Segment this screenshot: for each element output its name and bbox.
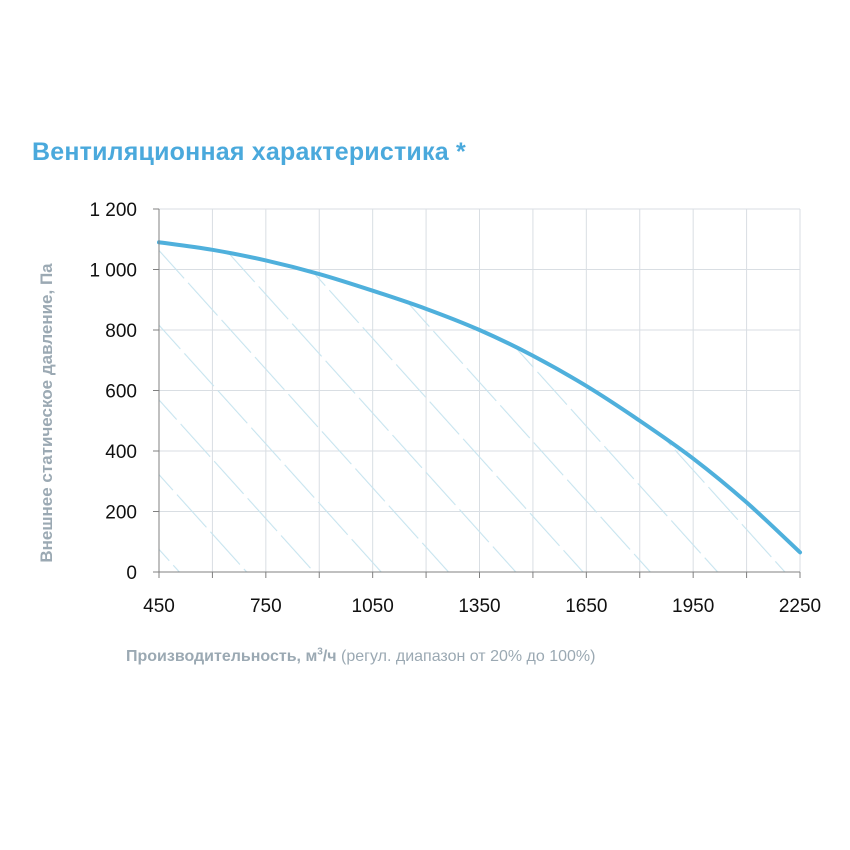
x-tick-label: 1350 [458,596,500,617]
x-axis-label-main: Производительность, м [126,648,318,665]
x-axis-label-sup: 3 [317,646,323,658]
y-tick-label: 600 [105,382,137,403]
y-tick-label: 0 [126,563,137,584]
x-tick-label: 750 [250,596,282,617]
x-tick-label: 2250 [779,596,821,617]
y-tick-label: 400 [105,442,137,463]
x-tick-label: 450 [143,596,175,617]
chart-title: Вентиляционная характеристика * [32,138,466,166]
hatched-area [159,242,800,572]
x-tick-labels: 450 750 1050 1350 1650 1950 2250 [143,596,821,617]
x-axis-label: Производительность, м3/ч (регул. диапазо… [126,646,596,666]
x-axis-label-note: (регул. диапазон от 20% до 100%) [336,648,596,665]
y-tick-label: 200 [105,503,137,524]
x-tick-label: 1950 [672,596,714,617]
x-tick-label: 1650 [565,596,607,617]
y-axis-label: Внешнее статическое давление, Па [37,263,56,563]
y-tick-label: 800 [105,321,137,342]
y-tick-labels: 0 200 400 600 800 1 000 1 200 [89,200,137,584]
x-tick-label: 1050 [352,596,394,617]
x-axis-label-unit: /ч [322,648,337,665]
y-tick-label: 1 000 [89,261,137,282]
axes [153,208,801,578]
area-fill [159,242,800,572]
y-tick-label: 1 200 [89,200,137,221]
